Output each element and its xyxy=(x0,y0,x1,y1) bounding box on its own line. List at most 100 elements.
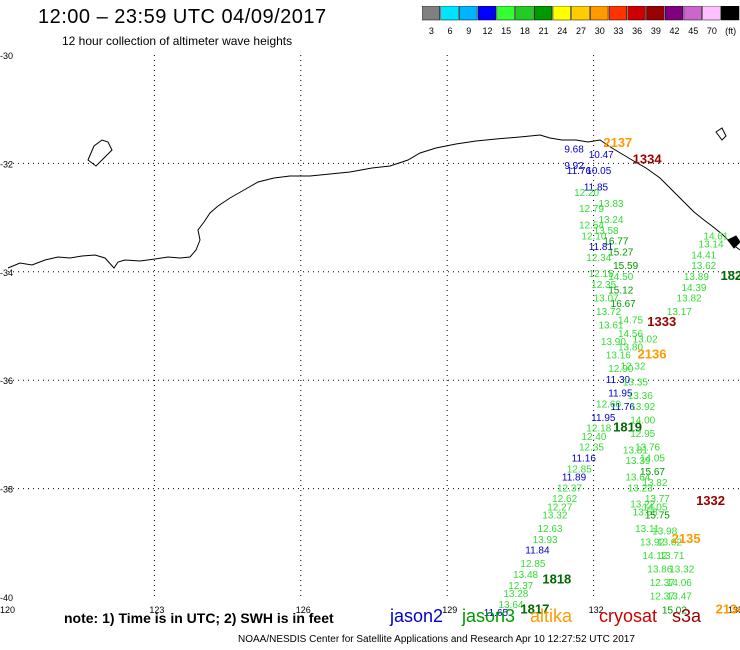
wave-height-label: 13.32 xyxy=(542,510,567,521)
axis-labels: -30 -32 -34 -36 -38 -40 120 123 126 129 132 135 xyxy=(0,51,740,615)
wave-height-label: 11.85 xyxy=(584,183,609,194)
scale-label: 33 xyxy=(613,26,623,36)
wave-height-label: 2135 xyxy=(672,531,701,546)
lon-label: 129 xyxy=(442,605,457,615)
wave-height-label: 12.90 xyxy=(608,364,633,375)
wave-height-label: 11.84 xyxy=(525,546,550,557)
wave-height-label: 12.79 xyxy=(579,204,604,215)
legend-jason3: jason3 xyxy=(462,606,516,626)
map-subtitle: 12 hour collection of altimeter wave hei… xyxy=(62,34,293,48)
wave-height-label: 12.18 xyxy=(586,424,611,435)
scale-label: 6 xyxy=(448,26,453,36)
wave-height-label: 2134 xyxy=(716,601,740,616)
scale-label: 30 xyxy=(595,26,605,36)
wave-height-label: 11.65 xyxy=(484,608,509,619)
wave-height-label: 13.71 xyxy=(659,551,684,562)
wave-height-label: 2137 xyxy=(603,135,632,150)
scale-swatch xyxy=(459,6,478,21)
wave-height-label: 11.76 xyxy=(611,402,636,413)
wave-height-label: 1333 xyxy=(647,314,676,329)
wave-height-label: 13.72 xyxy=(596,307,621,318)
wave-height-label: 13.23 xyxy=(628,483,653,494)
scale-swatch xyxy=(440,6,459,21)
wave-height-label: 15.75 xyxy=(645,510,670,521)
mainland-coast xyxy=(7,134,740,269)
wave-height-label: 15.12 xyxy=(608,285,633,296)
wave-height-label: 9.68 xyxy=(564,145,584,156)
lon-label: 123 xyxy=(149,605,164,615)
lat-label: -32 xyxy=(0,159,13,169)
wave-height-label: 2136 xyxy=(638,347,667,362)
wave-height-label: 13.62 xyxy=(691,261,716,272)
wave-height-label: 14.12 xyxy=(642,551,667,562)
wave-height-label: 14.61 xyxy=(703,231,728,242)
scale-label: 21 xyxy=(539,26,549,36)
wave-height-label: 14.06 xyxy=(667,578,692,589)
scale-label: 42 xyxy=(670,26,680,36)
scale-label: 12 xyxy=(482,26,492,36)
wave-height-label: 14.05 xyxy=(640,454,665,465)
wave-height-label: 11.76 xyxy=(567,166,592,177)
wave-height-label: 13.77 xyxy=(645,494,670,505)
wave-height-label: 12.35 xyxy=(579,443,604,454)
wave-height-label: 12.54 xyxy=(579,220,604,231)
wave-height-label: 13.58 xyxy=(633,508,658,519)
wave-height-label: 13.90 xyxy=(601,337,626,348)
wave-height-label: 13.86 xyxy=(647,565,672,576)
scale-swatch xyxy=(627,6,646,21)
scale-label: (ft) xyxy=(725,26,736,36)
wave-height-label: 11.95 xyxy=(608,388,633,399)
wave-height-label: 1334 xyxy=(633,151,663,166)
scale-swatch xyxy=(496,6,515,21)
wave-height-label: 14.75 xyxy=(618,315,643,326)
wave-height-label: 12.27 xyxy=(547,502,572,513)
wave-height-label: 1332 xyxy=(696,493,725,508)
wave-height-label: 13.81 xyxy=(623,445,648,456)
wave-height-label: 13.14 xyxy=(699,239,724,250)
wave-height-label: 12.34 xyxy=(586,253,611,264)
scale-label: 24 xyxy=(557,26,567,36)
wave-height-label: 13.92 xyxy=(640,538,665,549)
wave-height-label: 13.35 xyxy=(623,378,648,389)
scale-swatch xyxy=(552,6,571,21)
wave-height-label: 13.16 xyxy=(606,351,631,362)
scale-swatch xyxy=(533,6,553,21)
wave-height-label: 1817 xyxy=(520,601,549,616)
lon-label: 120 xyxy=(0,605,15,615)
wave-height-label: 16.67 xyxy=(611,299,636,310)
scale-label: 45 xyxy=(688,26,698,36)
wave-height-label: 13.22 xyxy=(630,500,655,511)
wave-height-label: 13.82 xyxy=(677,294,702,305)
island-outline xyxy=(87,139,113,167)
scale-label: 27 xyxy=(576,26,586,36)
wave-height-label: 9.92 xyxy=(564,161,584,172)
wave-height-label: 13.80 xyxy=(618,342,643,353)
wave-height-label: 12.85 xyxy=(520,559,545,570)
wave-height-label: 12.62 xyxy=(552,494,577,505)
scale-swatch xyxy=(664,6,684,21)
wave-height-label: 10.05 xyxy=(586,166,611,177)
wave-height-label: 13.64 xyxy=(625,472,650,483)
legend-altika: altika xyxy=(530,606,573,626)
scale-label: 9 xyxy=(466,26,471,36)
wave-height-label: 15.02 xyxy=(662,605,687,616)
scale-swatch xyxy=(515,6,534,21)
wave-height-label: 14.50 xyxy=(608,272,633,283)
scale-label: 3 xyxy=(429,26,434,36)
wave-height-label: 13.98 xyxy=(652,527,677,538)
scale-swatch xyxy=(646,6,665,21)
wave-height-label: 11.30 xyxy=(606,375,631,386)
wave-height-label: 12.37 xyxy=(650,592,675,603)
wave-height-label: 13.82 xyxy=(642,478,667,489)
wave-height-label: 14.05 xyxy=(642,502,667,513)
scale-swatch xyxy=(477,6,497,21)
wave-height-label: 12.32 xyxy=(620,361,645,372)
scale-swatch xyxy=(571,6,590,21)
lat-label: -40 xyxy=(0,593,13,603)
legend-jason2: jason2 xyxy=(390,606,444,626)
wave-height-label: 12.10 xyxy=(581,231,606,242)
lat-label: -30 xyxy=(0,51,13,61)
wave-height-label: 13.92 xyxy=(630,402,655,413)
wave-height-label: 1818 xyxy=(542,571,571,586)
